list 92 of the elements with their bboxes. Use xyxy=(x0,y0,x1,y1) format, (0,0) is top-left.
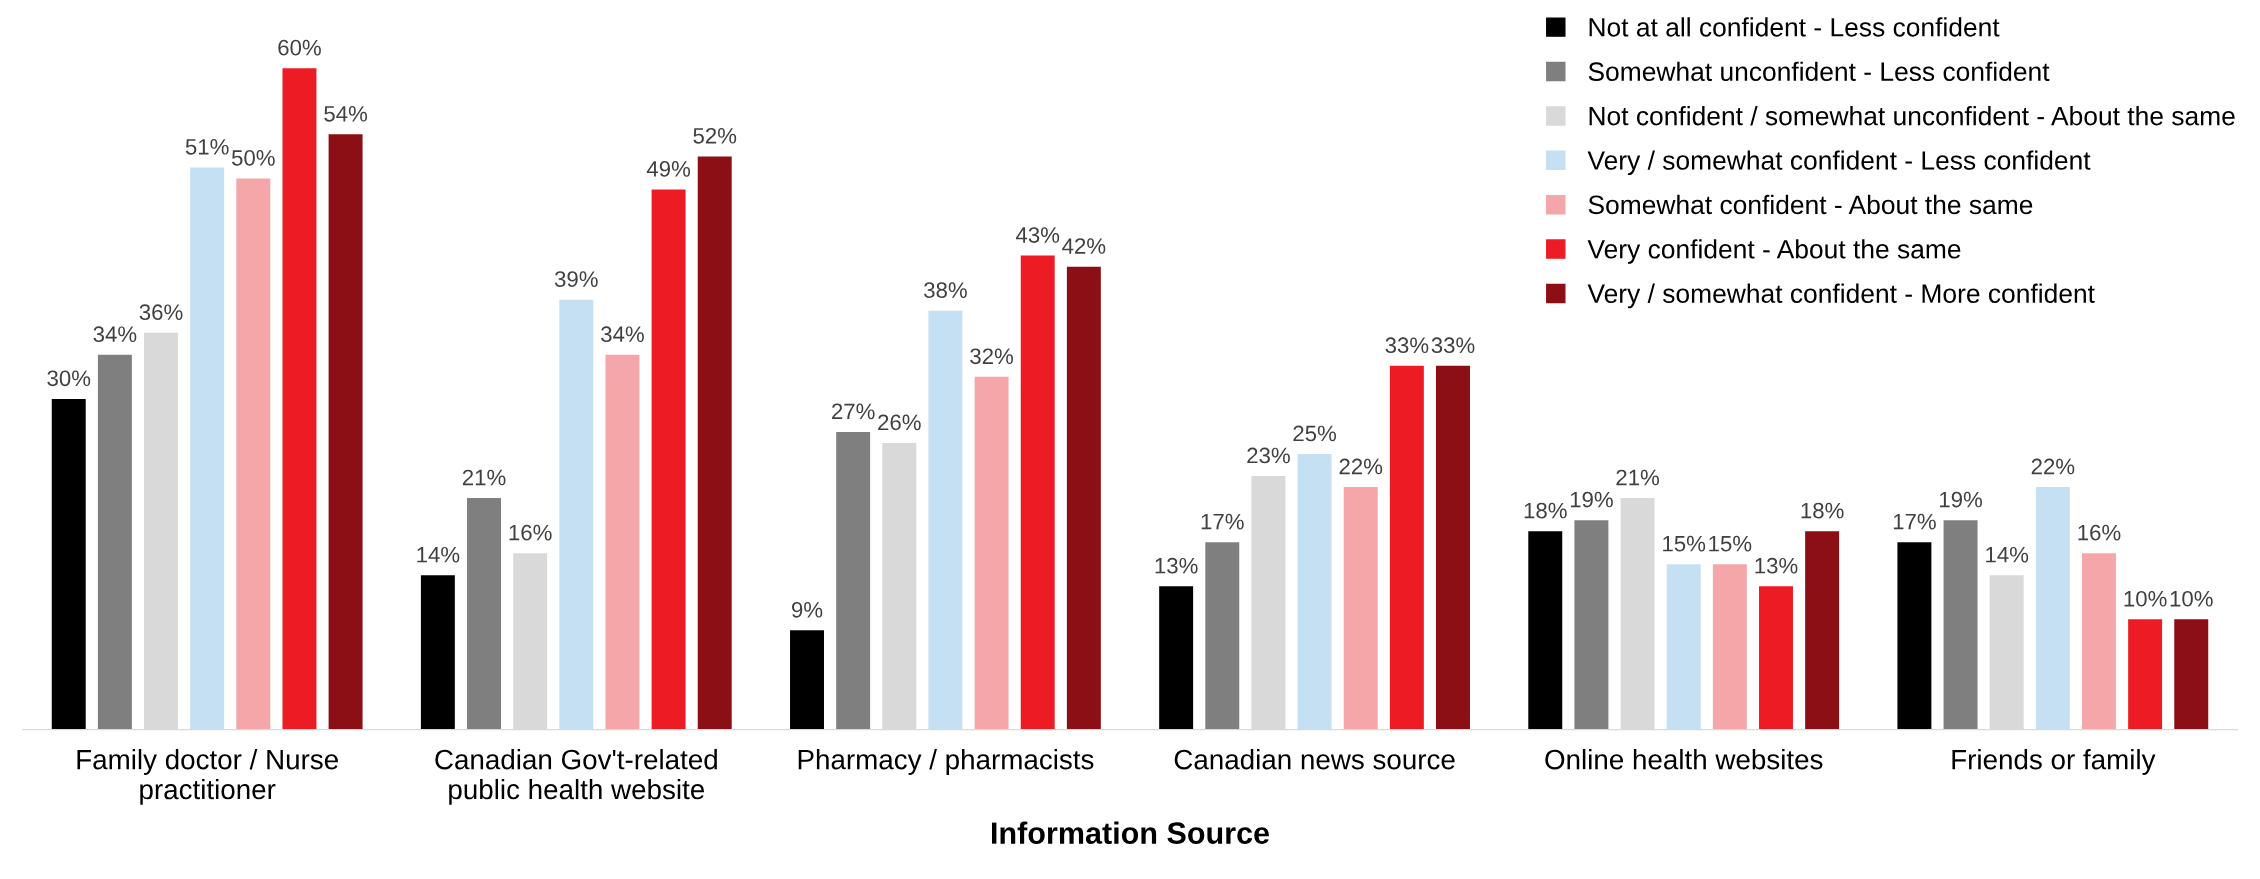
data-label: 9% xyxy=(791,601,823,618)
data-label: 54% xyxy=(324,106,368,122)
data-label: 16% xyxy=(509,524,552,541)
bar xyxy=(2035,487,2070,730)
data-label: 18% xyxy=(1524,502,1567,519)
legend-label: Very / somewhat confident - Less confident xyxy=(1587,150,2091,176)
bar xyxy=(1436,365,1470,730)
data-label: 13% xyxy=(1755,557,1798,574)
legend-label: Somewhat confident - About the same xyxy=(1588,194,2033,215)
data-label: 17% xyxy=(1893,513,1936,530)
bar xyxy=(1020,255,1055,730)
x-tick-label: Online health websites xyxy=(1545,749,1823,770)
data-label: 32% xyxy=(970,348,1014,365)
bar xyxy=(1897,542,1932,730)
bar xyxy=(605,354,640,730)
bar xyxy=(1528,531,1563,730)
data-label: 16% xyxy=(2078,524,2121,541)
data-label: 13% xyxy=(1155,557,1198,574)
data-label: 22% xyxy=(2031,458,2075,475)
data-label: 60% xyxy=(278,39,321,56)
bar xyxy=(1666,564,1701,730)
bar xyxy=(2174,619,2209,730)
x-tick-label: Pharmacy / pharmacists xyxy=(798,749,1094,775)
data-label: 52% xyxy=(693,127,737,144)
data-label: 51% xyxy=(185,139,229,155)
bar xyxy=(190,167,225,730)
bar xyxy=(1343,487,1378,730)
data-label: 38% xyxy=(924,282,967,298)
bar xyxy=(697,156,732,730)
bar xyxy=(974,376,1009,730)
data-label: 43% xyxy=(1015,227,1060,243)
data-label: 33% xyxy=(1431,337,1475,354)
bar xyxy=(236,178,271,730)
data-label: 21% xyxy=(1616,469,1660,486)
data-label: 27% xyxy=(832,403,875,420)
data-label: 39% xyxy=(554,271,598,287)
bar xyxy=(790,630,824,730)
data-label: 19% xyxy=(1570,491,1613,508)
bar xyxy=(1574,520,1609,730)
legend-label: Somewhat unconfident - Less confident xyxy=(1588,61,2050,82)
data-label: 23% xyxy=(1247,447,1290,464)
data-label: 15% xyxy=(1663,535,1706,552)
x-tick-label: Canadian Gov't-related public health website xyxy=(435,749,717,805)
bar xyxy=(51,398,86,730)
data-label: 30% xyxy=(47,370,91,387)
data-label: 21% xyxy=(462,469,506,486)
bar xyxy=(1205,542,1240,730)
data-label: 14% xyxy=(417,546,460,563)
data-label: 49% xyxy=(646,161,691,177)
bar xyxy=(2128,619,2163,730)
x-axis-title: Information Source xyxy=(991,821,1270,844)
bar xyxy=(420,575,455,730)
legend-label: Very confident - About the same xyxy=(1587,239,1961,264)
bar xyxy=(559,299,594,730)
bar xyxy=(1389,365,1424,730)
data-label: 15% xyxy=(1709,535,1752,552)
bar xyxy=(328,134,363,730)
data-label: 10% xyxy=(2124,590,2167,607)
bar xyxy=(1159,586,1194,730)
bar xyxy=(467,498,501,730)
legend-label: Very / somewhat confident - More confident xyxy=(1587,283,2095,309)
data-label: 33% xyxy=(1385,337,1429,354)
data-label: 25% xyxy=(1293,425,1337,442)
bar xyxy=(1297,454,1332,730)
bar xyxy=(651,189,686,730)
legend-label: Not at all confident - Less confident xyxy=(1589,17,2000,37)
bar xyxy=(97,354,132,730)
data-label: 17% xyxy=(1201,513,1244,530)
x-tick-label: Family doctor / Nurse practitioner xyxy=(77,749,338,805)
bar xyxy=(1805,531,1840,730)
data-label: 34% xyxy=(93,326,137,343)
bar xyxy=(2081,553,2116,730)
data-label: 34% xyxy=(601,326,644,343)
bar xyxy=(928,310,963,730)
data-label: 50% xyxy=(231,149,275,166)
bar xyxy=(1066,266,1101,730)
data-label: 14% xyxy=(1986,546,2029,563)
data-label: 22% xyxy=(1339,458,1383,475)
bar xyxy=(1712,564,1747,730)
data-label: 42% xyxy=(1062,238,1106,254)
bar xyxy=(836,431,871,730)
bar xyxy=(1759,586,1793,730)
data-label: 26% xyxy=(878,414,921,431)
legend-label: Not confident / somewhat unconfident - About the same xyxy=(1589,106,2235,126)
data-label: 18% xyxy=(1801,502,1844,519)
data-label: 36% xyxy=(139,304,183,321)
bar xyxy=(1943,520,1978,730)
x-tick-label: Friends or family xyxy=(1952,749,2156,775)
x-tick-label: Canadian news source xyxy=(1174,749,1455,770)
data-label: 10% xyxy=(2170,590,2213,607)
bar xyxy=(282,68,317,730)
data-label: 19% xyxy=(1940,491,1982,508)
